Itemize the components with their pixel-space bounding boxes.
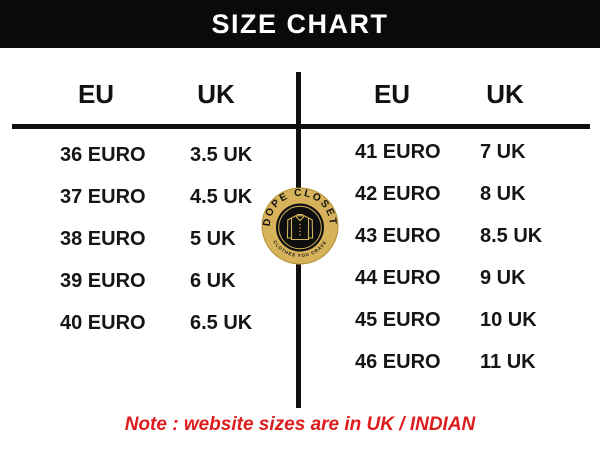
table-row: 37 EURO 4.5 UK: [60, 186, 252, 208]
table-row: 42 EURO 8 UK: [355, 183, 542, 205]
table-row: 39 EURO 6 UK: [60, 270, 252, 292]
table-row: 38 EURO 5 UK: [60, 228, 252, 250]
uk-size: 10 UK: [480, 308, 537, 331]
eu-size: 36 EURO: [60, 143, 146, 166]
table-row: 40 EURO 6.5 UK: [60, 312, 252, 334]
uk-size: 5 UK: [190, 227, 236, 250]
table-row: 43 EURO 8.5 UK: [355, 225, 542, 247]
header-bar: SIZE CHART: [0, 0, 600, 48]
table-row: 44 EURO 9 UK: [355, 267, 542, 289]
column-header-uk-right: UK: [486, 79, 524, 109]
table-row: 46 EURO 11 UK: [355, 351, 542, 373]
badge-inner-ring: [278, 205, 322, 250]
eu-size: 37 EURO: [60, 185, 146, 208]
uk-size: 7 UK: [480, 140, 526, 163]
eu-size: 39 EURO: [60, 269, 146, 292]
size-table-right: 41 EURO 7 UK 42 EURO 8 UK 43 EURO 8.5 UK…: [355, 141, 542, 393]
horizontal-divider: [12, 124, 590, 129]
badge-rim: [261, 187, 339, 265]
uk-size: 11 UK: [480, 350, 536, 373]
eu-size: 44 EURO: [355, 266, 441, 289]
eu-size: 42 EURO: [355, 182, 441, 205]
table-row: 41 EURO 7 UK: [355, 141, 542, 163]
column-header-eu-left: EU: [77, 79, 115, 109]
shirt-icon: [286, 214, 314, 241]
eu-size: 46 EURO: [355, 350, 441, 373]
size-table-left: 36 EURO 3.5 UK 37 EURO 4.5 UK 38 EURO 5 …: [60, 144, 252, 354]
eu-size: 41 EURO: [355, 140, 441, 163]
brand-logo-badge: DOPE CLOSET CLOTHES YOU CRAVE: [261, 187, 339, 265]
column-header-uk-left: UK: [197, 79, 235, 109]
eu-size: 38 EURO: [60, 227, 146, 250]
uk-size: 4.5 UK: [190, 185, 253, 208]
eu-size: 40 EURO: [60, 311, 146, 334]
page-title: SIZE CHART: [211, 8, 389, 39]
footnote: Note : website sizes are in UK / INDIAN: [124, 414, 476, 435]
uk-size: 8.5 UK: [480, 224, 543, 247]
column-header-eu-right: EU: [373, 79, 411, 109]
eu-size: 43 EURO: [355, 224, 441, 247]
eu-size: 45 EURO: [355, 308, 441, 331]
uk-size: 6 UK: [190, 269, 236, 292]
uk-size: 6.5 UK: [190, 311, 253, 334]
table-row: 36 EURO 3.5 UK: [60, 144, 252, 166]
brand-logo: DOPE CLOSET CLOTHES YOU CRAVE: [261, 187, 339, 265]
table-row: 45 EURO 10 UK: [355, 309, 542, 331]
uk-size: 9 UK: [480, 266, 526, 289]
uk-size: 3.5 UK: [190, 143, 253, 166]
uk-size: 8 UK: [480, 182, 526, 205]
